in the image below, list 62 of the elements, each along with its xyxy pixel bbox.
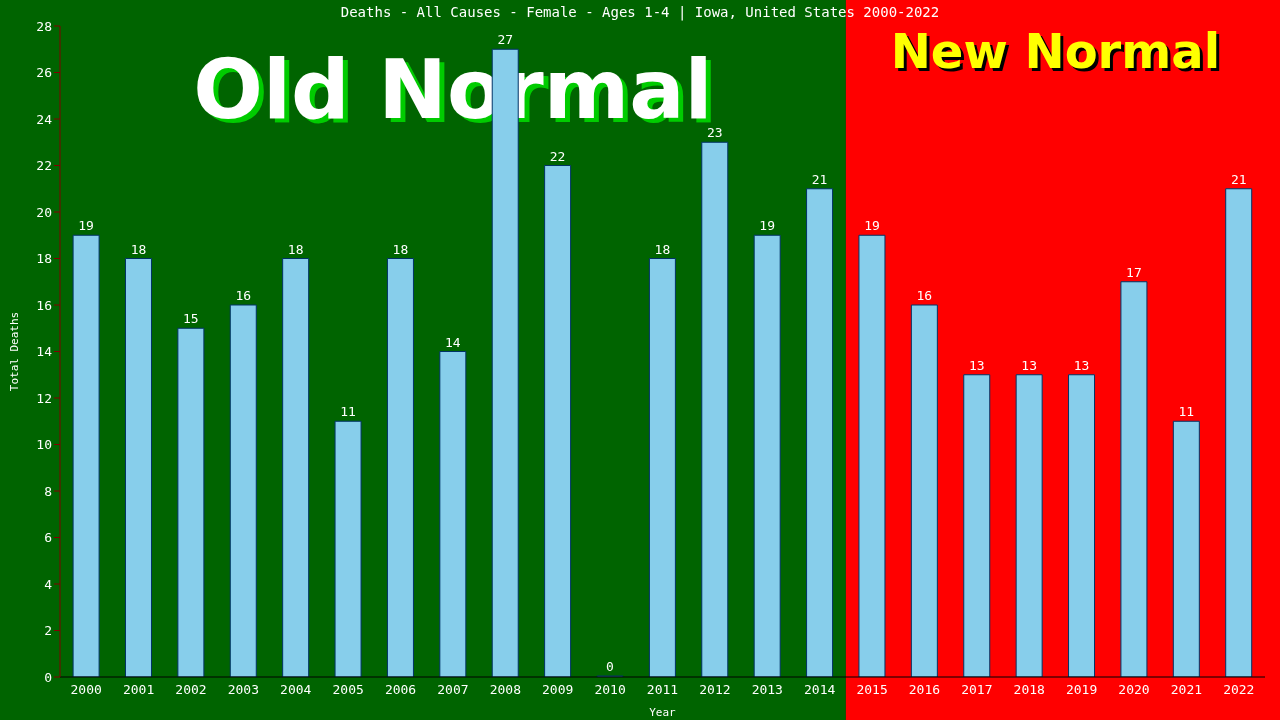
y-tick-label: 14 bbox=[36, 344, 53, 360]
x-tick-label: 2011 bbox=[646, 682, 679, 698]
y-tick-label: 26 bbox=[36, 65, 52, 81]
data-label: 21 bbox=[811, 171, 828, 187]
x-tick-label: 2009 bbox=[542, 682, 574, 698]
y-tick-label: 10 bbox=[36, 437, 52, 453]
y-axis-title: Total Deaths bbox=[7, 311, 21, 392]
x-tick-label: 2013 bbox=[751, 682, 783, 698]
y-tick-label: 28 bbox=[36, 18, 52, 34]
x-tick-label: 2016 bbox=[908, 682, 941, 698]
data-label: 0 bbox=[606, 659, 614, 674]
y-tick-label: 8 bbox=[44, 483, 52, 499]
x-tick-label: 2017 bbox=[961, 682, 993, 698]
y-tick-label: 18 bbox=[36, 251, 52, 267]
x-tick-label: 2005 bbox=[332, 682, 364, 698]
y-tick-label: 0 bbox=[44, 669, 52, 685]
data-label: 16 bbox=[916, 288, 933, 303]
x-tick-label: 2000 bbox=[70, 682, 102, 698]
x-tick-label: 2014 bbox=[804, 682, 836, 698]
x-tick-label: 2019 bbox=[1065, 682, 1098, 698]
band-label: New Normal bbox=[890, 23, 1221, 79]
data-label: 18 bbox=[287, 241, 304, 257]
data-label: 18 bbox=[654, 241, 671, 257]
data-label: 13 bbox=[968, 357, 985, 373]
x-tick-label: 2003 bbox=[227, 682, 260, 698]
data-label: 18 bbox=[130, 241, 147, 257]
x-tick-label: 2012 bbox=[699, 682, 731, 698]
x-tick-label: 2008 bbox=[489, 682, 521, 698]
y-tick-label: 6 bbox=[44, 530, 52, 546]
y-tick-label: 2 bbox=[44, 623, 52, 639]
data-label: 19 bbox=[864, 218, 880, 234]
data-label: 18 bbox=[392, 241, 409, 257]
x-tick-label: 2020 bbox=[1118, 682, 1150, 698]
data-label: 15 bbox=[183, 311, 199, 327]
y-tick-label: 24 bbox=[36, 111, 53, 127]
y-tick-label: 22 bbox=[36, 158, 52, 174]
x-tick-label: 2010 bbox=[594, 682, 626, 698]
y-tick-label: 16 bbox=[36, 297, 52, 313]
x-tick-label: 2006 bbox=[384, 682, 417, 698]
data-label: 14 bbox=[445, 334, 461, 350]
data-label: 13 bbox=[1073, 357, 1090, 373]
x-tick-label: 2022 bbox=[1223, 682, 1255, 698]
data-label: 19 bbox=[78, 218, 94, 234]
x-tick-label: 2004 bbox=[280, 682, 312, 698]
data-label: 13 bbox=[1021, 357, 1037, 373]
x-tick-label: 2018 bbox=[1013, 682, 1045, 698]
x-tick-label: 2021 bbox=[1170, 682, 1203, 698]
x-axis-title: Year bbox=[649, 706, 677, 719]
data-label: 16 bbox=[235, 288, 252, 303]
data-label: 22 bbox=[549, 148, 566, 164]
data-label: 17 bbox=[1126, 264, 1142, 280]
x-tick-label: 2015 bbox=[856, 682, 888, 698]
x-tick-label: 2001 bbox=[122, 682, 155, 698]
y-tick-label: 12 bbox=[36, 390, 52, 406]
y-tick-label: 20 bbox=[36, 204, 52, 220]
x-tick-label: 2002 bbox=[175, 682, 207, 698]
x-tick-label: 2007 bbox=[437, 682, 469, 698]
data-label: 21 bbox=[1230, 171, 1247, 187]
data-label: 11 bbox=[340, 404, 356, 420]
y-tick-label: 4 bbox=[44, 576, 53, 592]
data-label: 19 bbox=[759, 218, 776, 234]
data-label: 11 bbox=[1178, 404, 1195, 420]
